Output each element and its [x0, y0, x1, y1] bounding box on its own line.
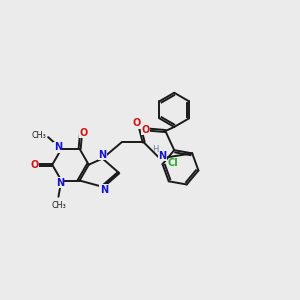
- Text: CH₃: CH₃: [51, 201, 66, 210]
- Text: O: O: [141, 124, 149, 135]
- Text: O: O: [31, 160, 39, 170]
- Text: H: H: [152, 145, 159, 154]
- Text: O: O: [79, 128, 88, 138]
- Text: N: N: [100, 185, 108, 195]
- Text: N: N: [158, 151, 166, 160]
- Text: N: N: [98, 150, 106, 160]
- Text: CH₃: CH₃: [32, 131, 47, 140]
- Text: O: O: [132, 118, 140, 128]
- Text: N: N: [54, 142, 62, 152]
- Text: N: N: [56, 178, 64, 188]
- Text: Cl: Cl: [168, 158, 178, 168]
